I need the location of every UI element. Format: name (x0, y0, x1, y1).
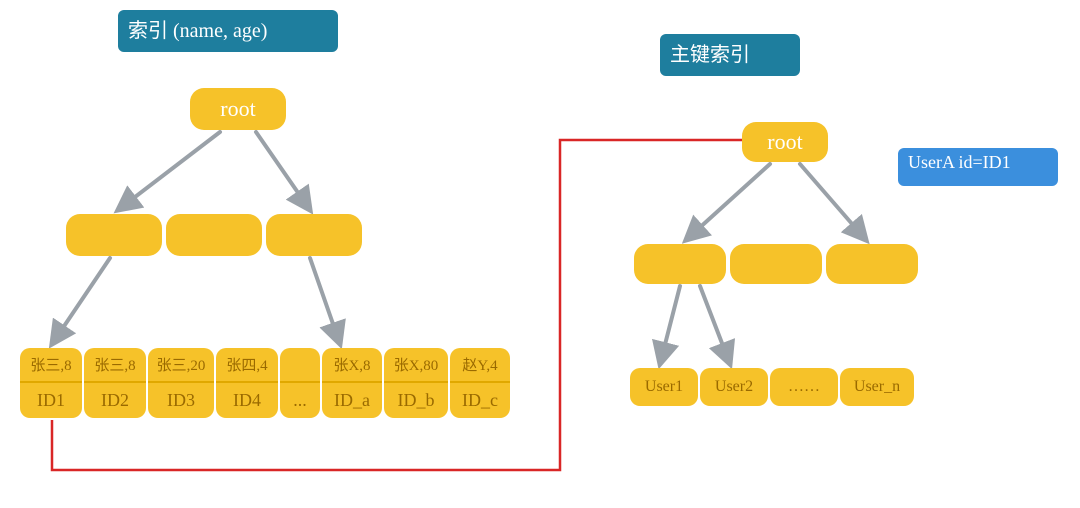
arrow-right_root_to_mid-1 (800, 164, 866, 240)
left-leaf-2: 张三,20ID3 (148, 348, 214, 418)
right-root-node: root (742, 122, 828, 162)
right-mid-node-0 (634, 244, 726, 284)
left-leaf-5-key: 张X,8 (322, 348, 382, 383)
left-leaf-0: 张三,8ID1 (20, 348, 82, 418)
left-leaf-1-id: ID2 (84, 383, 146, 418)
left-leaf-5: 张X,8ID_a (322, 348, 382, 418)
left-leaf-7-id: ID_c (450, 383, 510, 418)
left-leaf-1: 张三,8ID2 (84, 348, 146, 418)
arrow-left_mid_to_leaf-0 (52, 258, 110, 344)
left-leaf-4: ... (280, 348, 320, 418)
right-leaf-0: User1 (630, 368, 698, 406)
right-mid-node-2 (826, 244, 918, 284)
arrow-right_mid_to_leaf-1 (700, 286, 730, 364)
connector-layer (0, 0, 1080, 508)
left-leaf-7-key: 赵Y,4 (450, 348, 510, 383)
right-leaf-3: User_n (840, 368, 914, 406)
right-root-node-label: root (767, 129, 802, 155)
left-leaf-0-id: ID1 (20, 383, 82, 418)
left-leaf-7: 赵Y,4ID_c (450, 348, 510, 418)
left-leaf-5-id: ID_a (322, 383, 382, 418)
left-leaf-2-id: ID3 (148, 383, 214, 418)
left-root-node: root (190, 88, 286, 130)
left-leaf-6-key: 张X,80 (384, 348, 448, 383)
left-mid-node-0 (66, 214, 162, 256)
arrow-left_mid_to_leaf-1 (310, 258, 340, 344)
left-leaf-4-id: ... (280, 383, 320, 418)
left-mid-node-2 (266, 214, 362, 256)
secondary-index-badge: 索引 (name, age) (118, 10, 338, 52)
primary-index-badge: 主键索引 (660, 34, 800, 76)
left-leaf-3-id: ID4 (216, 383, 278, 418)
arrow-right_root_to_mid-0 (686, 164, 770, 240)
left-mid-node-1 (166, 214, 262, 256)
left-leaf-3-key: 张四,4 (216, 348, 278, 383)
right-leaf-2: …… (770, 368, 838, 406)
left-root-node-label: root (220, 96, 255, 122)
left-leaf-0-key: 张三,8 (20, 348, 82, 383)
arrow-right_mid_to_leaf-0 (660, 286, 680, 364)
right-mid-node-1 (730, 244, 822, 284)
left-leaf-6: 张X,80ID_b (384, 348, 448, 418)
right-leaf-1: User2 (700, 368, 768, 406)
left-leaf-6-id: ID_b (384, 383, 448, 418)
left-leaf-4-key (280, 348, 320, 383)
left-leaf-2-key: 张三,20 (148, 348, 214, 383)
arrow-left_root_to_mid-0 (118, 132, 220, 210)
lookup-path (52, 140, 770, 470)
lookup-result-callout: UserA id=ID1 (898, 148, 1058, 186)
left-leaf-1-key: 张三,8 (84, 348, 146, 383)
left-leaf-3: 张四,4ID4 (216, 348, 278, 418)
arrow-left_root_to_mid-1 (256, 132, 310, 210)
